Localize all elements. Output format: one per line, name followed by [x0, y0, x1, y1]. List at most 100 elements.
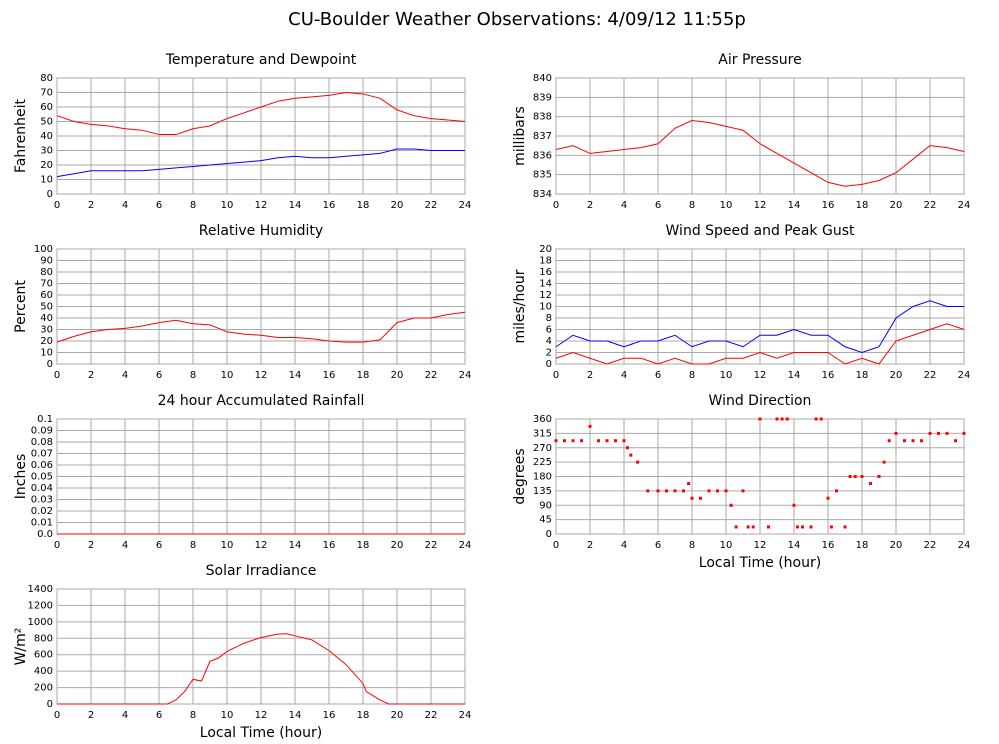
- y-tick-label: 360: [533, 414, 552, 425]
- y-tick-label: 0.06: [31, 460, 53, 471]
- point: [554, 439, 558, 443]
- point: [954, 439, 957, 443]
- page-title: CU-Boulder Weather Observations: 4/09/12…: [288, 9, 746, 30]
- x-tick-label: 10: [221, 710, 234, 721]
- x-tick-label: 6: [156, 200, 162, 211]
- panel-title: Relative Humidity: [199, 223, 323, 239]
- series-line: [57, 633, 465, 705]
- y-tick-label: 835: [533, 170, 552, 181]
- y-tick-label: 40: [40, 131, 53, 142]
- y-tick-label: 837: [533, 131, 552, 142]
- x-tick-label: 20: [391, 710, 404, 721]
- y-tick-label: 2: [546, 348, 552, 359]
- y-tick-label: 1400: [28, 584, 53, 595]
- point: [597, 439, 600, 443]
- y-tick-label: 1200: [28, 600, 53, 611]
- y-tick-label: 0.02: [31, 506, 53, 517]
- point: [605, 439, 609, 443]
- x-tick-label: 18: [856, 370, 869, 381]
- x-tick-label: 6: [655, 200, 661, 211]
- x-tick-label: 12: [255, 710, 268, 721]
- point: [629, 453, 633, 457]
- y-tick-label: 20: [539, 244, 552, 255]
- x-tick-label: 0: [54, 710, 60, 721]
- point: [928, 431, 932, 435]
- y-axis-label: W/m²: [13, 628, 29, 666]
- point: [625, 446, 629, 450]
- point: [819, 417, 823, 421]
- x-tick-label: 0: [54, 200, 60, 211]
- panel-title: Wind Speed and Peak Gust: [666, 223, 855, 239]
- x-tick-label: 4: [122, 370, 128, 381]
- x-tick-label: 24: [958, 200, 971, 211]
- x-tick-label: 10: [221, 200, 234, 211]
- y-tick-label: 18: [539, 256, 552, 267]
- x-tick-label: 4: [122, 200, 128, 211]
- y-axis-label: millibars: [512, 106, 528, 166]
- x-tick-label: 16: [323, 710, 336, 721]
- point: [911, 439, 915, 443]
- x-tick-label: 8: [689, 370, 695, 381]
- x-tick-label: 6: [156, 370, 162, 381]
- y-tick-label: 30: [40, 325, 53, 336]
- x-tick-label: 24: [958, 540, 971, 551]
- x-tick-label: 4: [122, 540, 128, 551]
- y-tick-label: 0.07: [31, 449, 53, 460]
- x-tick-label: 18: [357, 200, 370, 211]
- x-tick-label: 22: [425, 710, 438, 721]
- y-axis-label: Inches: [13, 454, 29, 499]
- point: [887, 439, 891, 443]
- panel-title: Temperature and Dewpoint: [165, 52, 357, 68]
- x-tick-label: 24: [958, 370, 971, 381]
- x-tick-label: 14: [289, 540, 302, 551]
- point: [829, 525, 833, 529]
- x-tick-label: 20: [391, 200, 404, 211]
- point: [690, 496, 694, 500]
- y-tick-label: 12: [539, 290, 552, 301]
- y-tick-label: 836: [533, 150, 552, 161]
- x-tick-label: 4: [122, 710, 128, 721]
- y-tick-label: 0: [546, 529, 552, 540]
- point: [860, 475, 864, 478]
- x-tick-label: 0: [553, 540, 559, 551]
- x-tick-label: 16: [822, 200, 835, 211]
- x-tick-label: 6: [655, 540, 661, 551]
- point: [622, 439, 626, 443]
- y-tick-label: 90: [40, 256, 53, 267]
- x-tick-label: 22: [924, 200, 937, 211]
- y-tick-label: 80: [40, 73, 53, 84]
- point: [937, 431, 940, 435]
- point: [843, 525, 847, 529]
- y-tick-label: 800: [34, 633, 53, 644]
- x-tick-label: 14: [289, 710, 302, 721]
- x-tick-label: 16: [323, 540, 336, 551]
- y-tick-label: 10: [539, 302, 552, 313]
- x-tick-label: 16: [822, 540, 835, 551]
- point: [729, 503, 733, 507]
- point: [795, 525, 799, 529]
- point: [682, 489, 685, 493]
- point: [687, 482, 691, 486]
- x-tick-label: 0: [553, 370, 559, 381]
- y-tick-label: 16: [539, 267, 552, 278]
- x-tick-label: 2: [587, 540, 593, 551]
- x-tick-label: 0: [553, 200, 559, 211]
- point: [563, 439, 566, 443]
- x-tick-label: 8: [190, 200, 196, 211]
- point: [826, 496, 830, 500]
- point: [920, 439, 923, 443]
- x-tick-label: 2: [88, 540, 94, 551]
- x-tick-label: 14: [788, 200, 801, 211]
- y-tick-label: 270: [533, 443, 552, 454]
- x-tick-label: 14: [289, 200, 302, 211]
- y-tick-label: 315: [533, 428, 552, 439]
- y-axis-label: miles/hour: [512, 269, 528, 343]
- y-tick-label: 50: [40, 302, 53, 313]
- y-tick-label: 80: [40, 267, 53, 278]
- x-tick-label: 2: [88, 710, 94, 721]
- panel-title: Wind Direction: [709, 393, 812, 409]
- point: [792, 503, 796, 507]
- x-tick-label: 24: [459, 370, 472, 381]
- x-tick-label: 6: [156, 710, 162, 721]
- x-tick-label: 20: [890, 370, 903, 381]
